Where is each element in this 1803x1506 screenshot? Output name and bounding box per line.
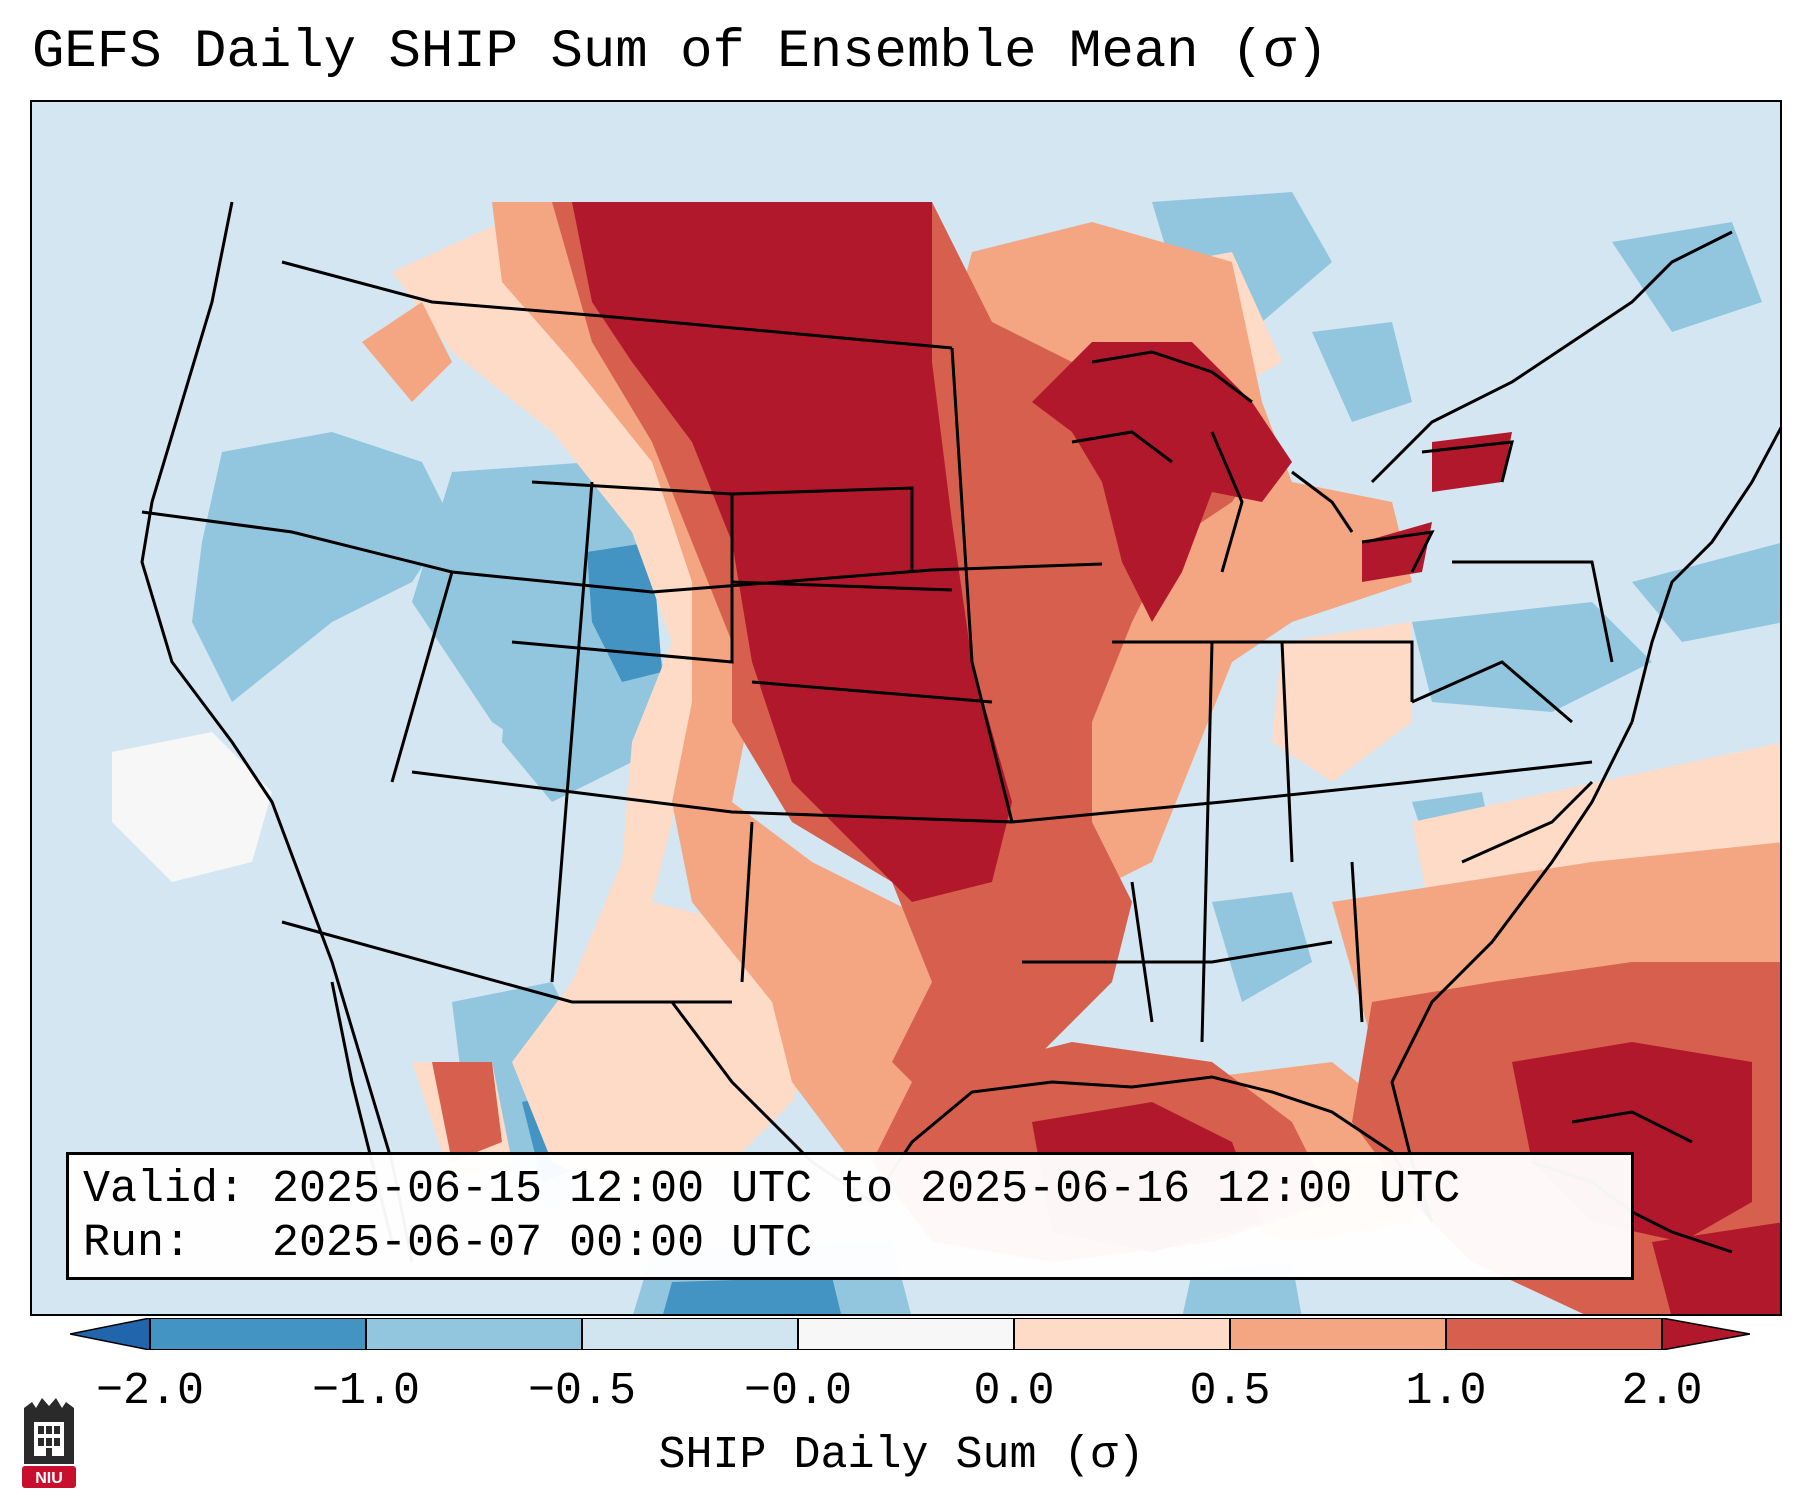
colorbar-bin-3 [582,1318,798,1350]
colorbar-tick: 2.0 [1621,1366,1703,1417]
colorbar-extend-high [1661,1318,1750,1350]
colorbar-tick: −0.0 [743,1366,853,1417]
colorbar-extend-low [70,1318,151,1350]
logo-text: NIU [35,1470,63,1487]
colorbar-tick: 0.5 [1189,1366,1271,1417]
neutral-field [112,732,272,882]
state-boundaries [141,260,1614,1043]
niu-logo: NIU [22,1398,76,1488]
valid-time: Valid: 2025-06-15 12:00 UTC to 2025-06-1… [83,1164,1461,1215]
colorbar-tick: 1.0 [1405,1366,1487,1417]
colorbar-bin-4 [798,1318,1014,1350]
extreme-positive-fields [572,202,1780,1314]
valid-run-info: Valid: 2025-06-15 12:00 UTC to 2025-06-1… [66,1152,1634,1280]
colorbar-bin-6 [1230,1318,1446,1350]
colorbar-tick: −1.0 [311,1366,421,1417]
colorbar-bin-2 [366,1318,582,1350]
run-time: Run: 2025-06-07 00:00 UTC [83,1218,813,1269]
map-panel [30,100,1782,1316]
anomaly-map [112,192,1780,1314]
colorbar-bin-7 [1446,1318,1662,1350]
colorbar-label: SHIP Daily Sum (σ) [658,1430,1145,1481]
colorbar-tick: −0.5 [527,1366,637,1417]
chart-title: GEFS Daily SHIP Sum of Ensemble Mean (σ) [32,22,1329,83]
colorbar-tick: 0.0 [973,1366,1055,1417]
colorbar-tick: −2.0 [95,1366,205,1417]
colorbar-bin-5 [1014,1318,1230,1350]
colorbar [70,1318,1750,1350]
colorbar-bin-1 [150,1318,366,1350]
